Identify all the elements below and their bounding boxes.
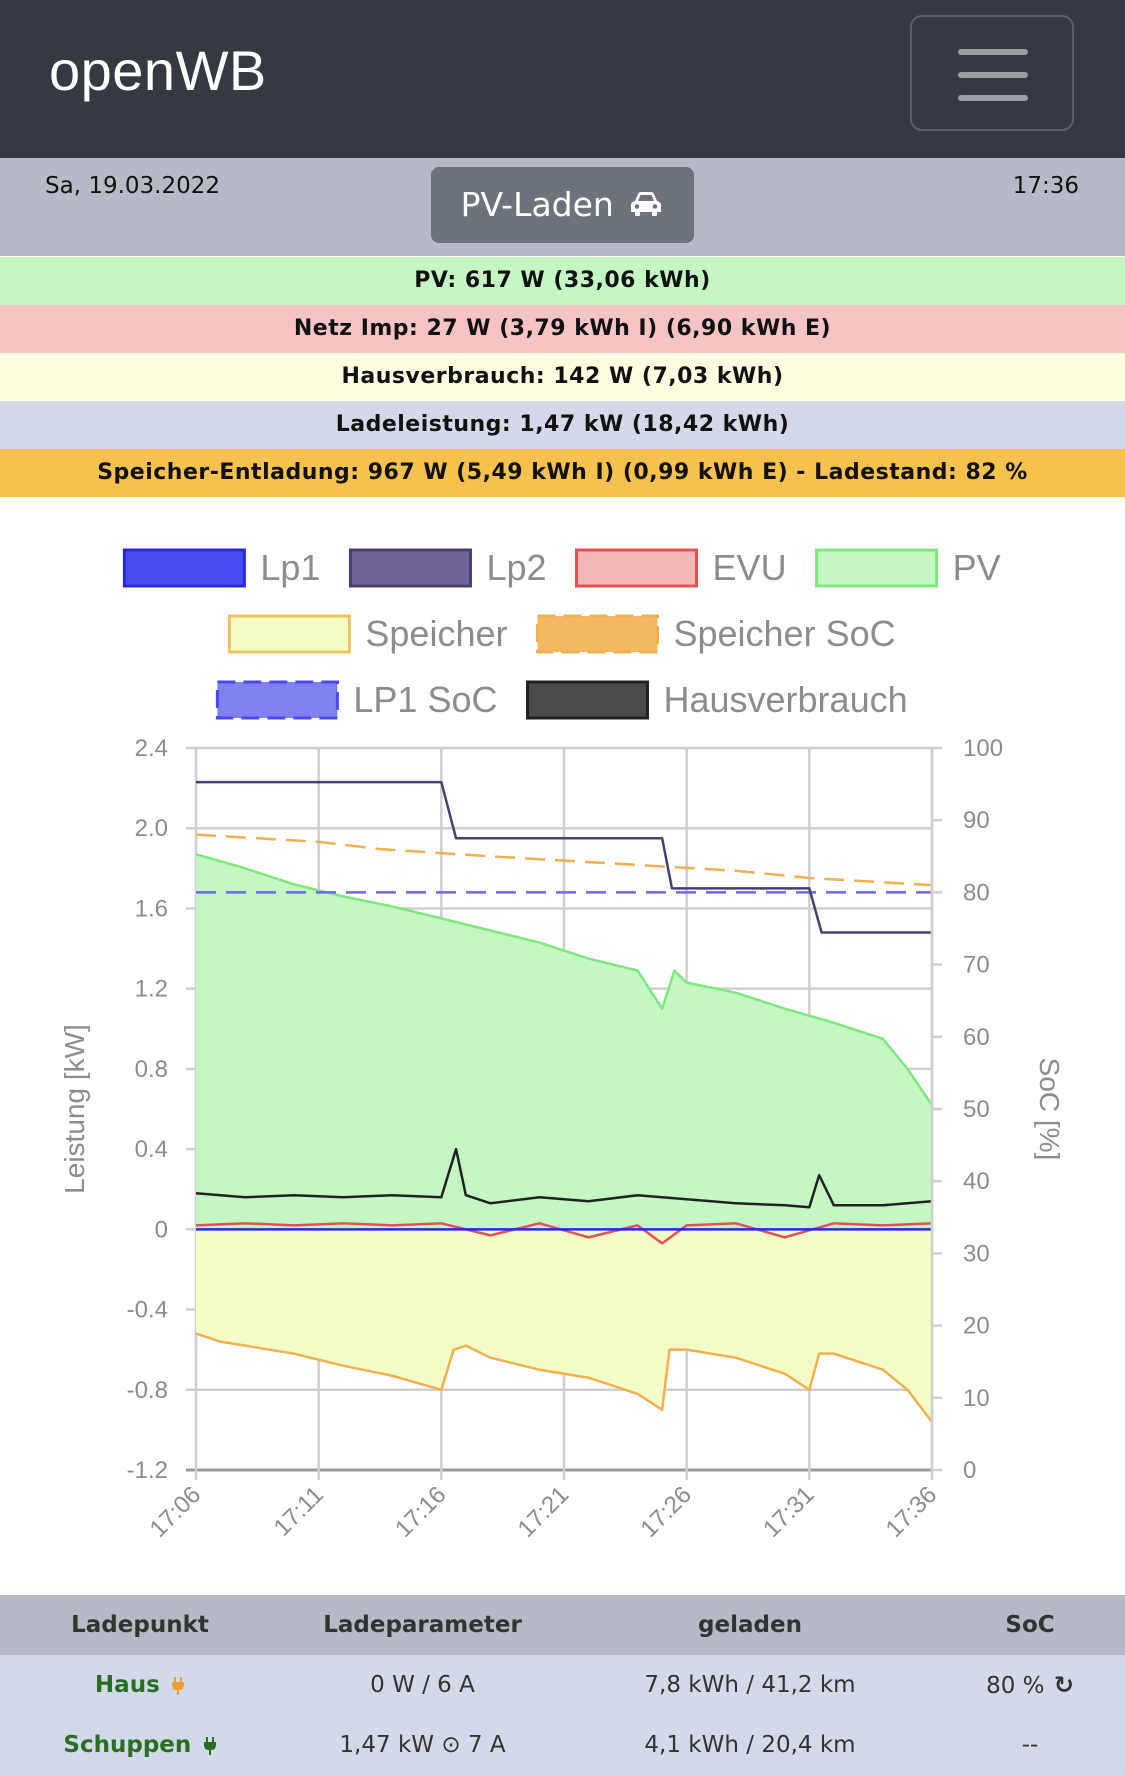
- series-area-pv: [196, 854, 932, 1230]
- house-consumption-info-row: Hausverbrauch: 142 W (7,03 kWh): [0, 353, 1125, 401]
- y-tick-label: 0: [155, 1216, 168, 1243]
- chargepoint-name: Haus: [94, 1672, 160, 1698]
- hamburger-icon: [958, 49, 1028, 55]
- legend-label: Hausverbrauch: [663, 679, 907, 720]
- hamburger-icon: [958, 72, 1028, 78]
- y2-tick-label: 40: [963, 1168, 990, 1195]
- y2-tick-label: 80: [963, 879, 990, 906]
- y2-tick-label: 20: [963, 1313, 990, 1340]
- y-axis-title: Leistung [kW]: [59, 1024, 90, 1194]
- column-header-soc: SoC: [1005, 1612, 1055, 1638]
- status-bar: Sa, 19.03.2022 PV-Laden 17:36: [0, 158, 1125, 256]
- charged-energy: 7,8 kWh / 41,2 km: [644, 1672, 856, 1698]
- y2-tick-label: 50: [963, 1096, 990, 1123]
- menu-toggle-button[interactable]: [910, 15, 1074, 131]
- status-date: Sa, 19.03.2022: [45, 173, 221, 199]
- table-row[interactable]: Schuppen 1,47 kW ⊙ 7 A 4,1 kWh / 20,4 km…: [0, 1715, 1125, 1775]
- chart-svg: Lp1 Lp2 EVU PV Speicher Speicher SoC LP1 SoC Ha…: [59, 547, 1065, 1543]
- legend-label: Speicher: [365, 613, 507, 654]
- legend-swatch: [575, 548, 699, 588]
- chargepoint-table-header: Ladepunkt Ladeparameter geladen SoC: [0, 1595, 1125, 1655]
- refresh-icon[interactable]: ↻: [1053, 1671, 1074, 1699]
- legend-label: Speicher SoC: [673, 613, 895, 654]
- legend-label: EVU: [713, 547, 787, 588]
- storage-info-row: Speicher-Entladung: 967 W (5,49 kWh I) (…: [0, 449, 1125, 497]
- y-tick-label: -0.4: [127, 1297, 168, 1324]
- plug-charging-icon: [203, 1736, 216, 1755]
- legend-swatch: [122, 548, 246, 588]
- x-tick-label: 17:11: [269, 1481, 329, 1541]
- charge-mode-button[interactable]: PV-Laden: [431, 167, 694, 243]
- grid-info-row: Netz Imp: 27 W (3,79 kWh I) (6,90 kWh E): [0, 305, 1125, 353]
- soc-cell: 80 % ↻: [935, 1655, 1125, 1715]
- legend-label: LP1 SoC: [353, 679, 497, 720]
- chargepoint-name: Schuppen: [63, 1732, 192, 1758]
- soc-value: --: [1021, 1732, 1039, 1758]
- pv-info-row: PV: 617 W (33,06 kWh): [0, 257, 1125, 305]
- y-tick-label: 1.2: [135, 976, 168, 1003]
- series-area-speicher: [196, 1229, 932, 1422]
- y-tick-label: 2.4: [135, 735, 168, 762]
- y-tick-label: -0.8: [127, 1377, 168, 1404]
- series-line-speicher: [195, 1332, 933, 1423]
- status-time: 17:36: [1012, 173, 1079, 199]
- hamburger-icon: [958, 95, 1028, 101]
- column-header-ladeparameter: Ladeparameter: [323, 1612, 522, 1638]
- legend-swatch: [227, 614, 351, 654]
- y2-tick-label: 0: [963, 1457, 976, 1484]
- legend-swatch: [815, 548, 939, 588]
- chargepoint-name-cell[interactable]: Schuppen: [0, 1715, 280, 1775]
- charging-power-info-row: Ladeleistung: 1,47 kW (18,42 kWh): [0, 401, 1125, 449]
- x-tick-label: 17:36: [881, 1481, 943, 1543]
- chargepoint-name-cell[interactable]: Haus: [0, 1655, 280, 1715]
- y-tick-label: 1.6: [135, 895, 168, 922]
- series-line-hausverbrauch: [195, 1147, 933, 1209]
- series-line-speicher-soc: [195, 833, 933, 887]
- y2-axis-title: SoC [%]: [1034, 1058, 1065, 1161]
- y2-tick-label: 90: [963, 807, 990, 834]
- y2-tick-label: 30: [963, 1240, 990, 1267]
- app-title[interactable]: openWB: [49, 39, 267, 102]
- x-tick-label: 17:16: [390, 1481, 452, 1543]
- legend-swatch: [535, 614, 659, 654]
- legend-swatch: [525, 680, 649, 720]
- legend-label: Lp1: [260, 547, 320, 588]
- y-tick-label: 0.8: [135, 1056, 168, 1083]
- y-tick-label: 0.4: [135, 1136, 168, 1163]
- y2-tick-label: 60: [963, 1024, 990, 1051]
- x-tick-label: 17:26: [635, 1481, 697, 1543]
- x-tick-label: 17:31: [758, 1481, 820, 1543]
- charge-parameter: 0 W / 6 A: [370, 1672, 475, 1698]
- charge-parameter: 1,47 kW ⊙ 7 A: [339, 1732, 506, 1758]
- charged-energy: 4,1 kWh / 20,4 km: [644, 1732, 856, 1758]
- series-line-pv: [195, 853, 934, 1106]
- soc-value: 80 %: [986, 1673, 1045, 1699]
- column-header-geladen: geladen: [698, 1612, 802, 1638]
- legend-swatch: [215, 680, 339, 720]
- plug-icon: [172, 1676, 185, 1695]
- series-line-lp2: [196, 780, 932, 934]
- y2-tick-label: 70: [963, 952, 990, 979]
- series-line-evu: [195, 1222, 933, 1245]
- legend-swatch: [348, 548, 472, 588]
- legend-label: PV: [953, 547, 1001, 588]
- y2-tick-label: 10: [963, 1385, 990, 1412]
- y-tick-label: -1.2: [127, 1457, 168, 1484]
- y-tick-label: 2.0: [135, 815, 168, 842]
- column-header-ladepunkt: Ladepunkt: [71, 1612, 209, 1638]
- power-chart: Lp1 Lp2 EVU PV Speicher Speicher SoC LP1 SoC Ha…: [0, 500, 1125, 1595]
- x-tick-label: 17:21: [513, 1481, 575, 1543]
- charge-mode-label: PV-Laden: [460, 185, 614, 224]
- x-tick-label: 17:06: [145, 1481, 207, 1543]
- car-icon: [631, 191, 662, 216]
- table-row[interactable]: Haus 0 W / 6 A 7,8 kWh / 41,2 km 80 % ↻: [0, 1655, 1125, 1715]
- legend-label: Lp2: [486, 547, 546, 588]
- navbar: openWB: [0, 0, 1125, 158]
- y2-tick-label: 100: [963, 735, 1003, 762]
